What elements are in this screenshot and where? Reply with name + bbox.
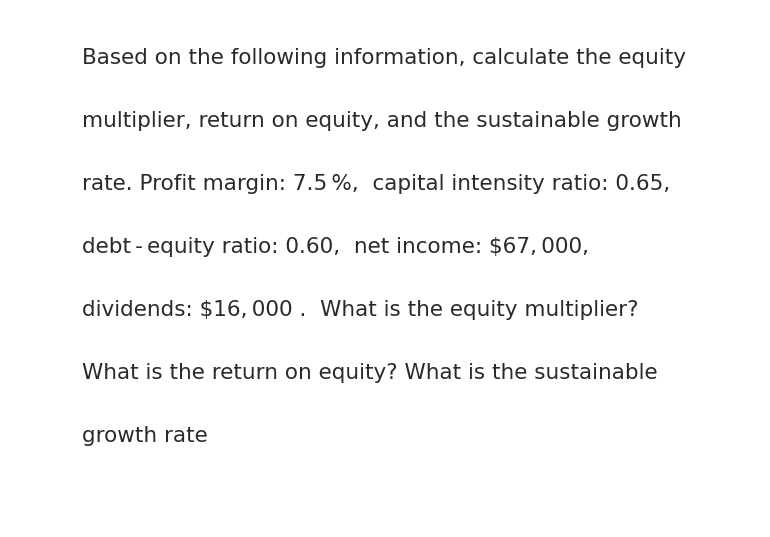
Text: debt - equity ratio: 0.60,  net income: $67, 000,: debt - equity ratio: 0.60, net income: $… (82, 237, 589, 257)
Text: rate. Profit margin: 7.5 %,  capital intensity ratio: 0.65,: rate. Profit margin: 7.5 %, capital inte… (82, 174, 670, 194)
Text: Based on the following information, calculate the equity: Based on the following information, calc… (82, 48, 686, 68)
Text: dividends: $16, 000 .  What is the equity multiplier?: dividends: $16, 000 . What is the equity… (82, 300, 638, 320)
Text: multiplier, return on equity, and the sustainable growth: multiplier, return on equity, and the su… (82, 111, 681, 131)
Text: What is the return on equity? What is the sustainable: What is the return on equity? What is th… (82, 363, 658, 383)
Text: growth rate: growth rate (82, 426, 208, 446)
